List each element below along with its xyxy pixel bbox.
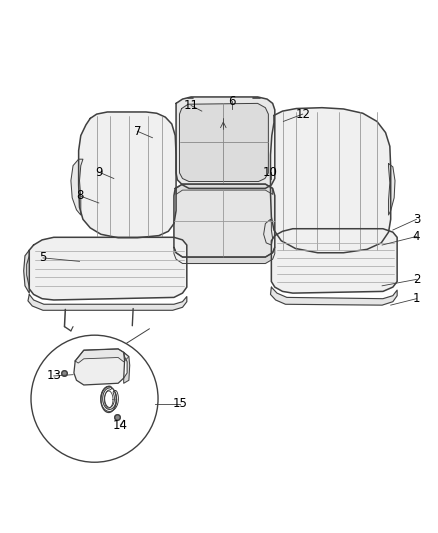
Polygon shape	[174, 247, 275, 263]
Text: 2: 2	[413, 273, 420, 286]
Text: 8: 8	[76, 189, 83, 202]
Text: 7: 7	[134, 125, 141, 138]
Text: 5: 5	[39, 252, 47, 264]
Circle shape	[31, 335, 158, 462]
Polygon shape	[272, 229, 397, 293]
Text: 1: 1	[413, 292, 420, 305]
Text: 12: 12	[295, 108, 310, 120]
Polygon shape	[24, 250, 29, 293]
Polygon shape	[74, 349, 124, 385]
Polygon shape	[28, 294, 187, 310]
Text: 15: 15	[173, 398, 188, 410]
Text: 3: 3	[413, 213, 420, 226]
Polygon shape	[71, 159, 83, 215]
Polygon shape	[29, 237, 187, 300]
Text: 6: 6	[228, 95, 236, 108]
Polygon shape	[180, 103, 268, 182]
Text: 13: 13	[46, 369, 61, 383]
Polygon shape	[75, 349, 129, 363]
Polygon shape	[176, 184, 272, 195]
Polygon shape	[264, 219, 272, 245]
Text: 11: 11	[184, 99, 198, 112]
Text: 4: 4	[413, 230, 420, 243]
Text: 10: 10	[263, 166, 278, 179]
Polygon shape	[176, 97, 275, 188]
Polygon shape	[389, 164, 395, 215]
Polygon shape	[174, 184, 275, 257]
Polygon shape	[271, 287, 397, 305]
Polygon shape	[271, 108, 391, 253]
Text: 14: 14	[113, 419, 128, 432]
Polygon shape	[79, 112, 176, 238]
Text: 9: 9	[95, 166, 102, 179]
Polygon shape	[124, 352, 130, 383]
